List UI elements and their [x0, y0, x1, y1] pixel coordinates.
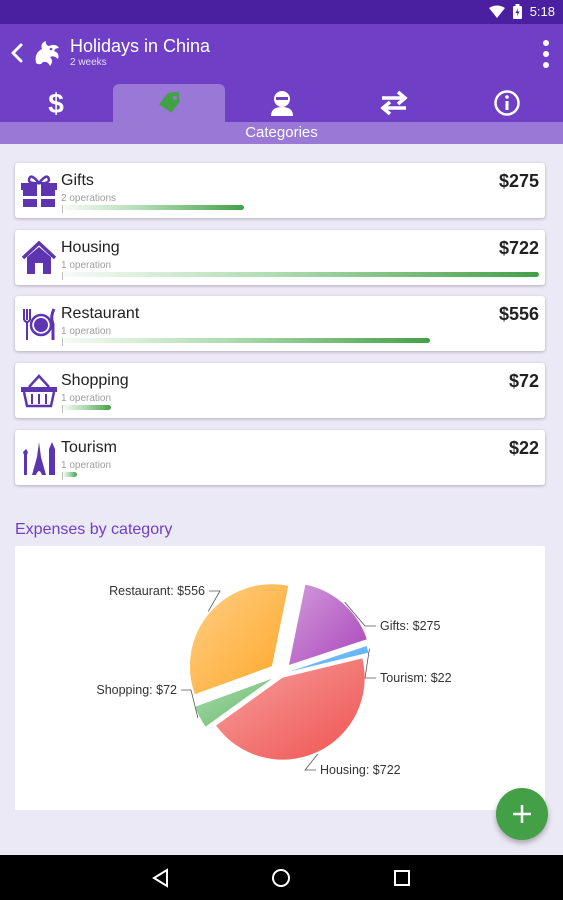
tab-people[interactable] — [226, 84, 338, 122]
progress-tick — [62, 272, 63, 280]
dragon-logo-icon — [35, 41, 59, 66]
info-icon — [494, 90, 520, 116]
pie-leader-line — [304, 753, 319, 771]
category-share-fill — [63, 338, 430, 343]
system-nav-bar — [0, 855, 563, 900]
category-name: Gifts — [61, 172, 94, 189]
category-name: Housing — [61, 239, 120, 256]
progress-tick — [62, 405, 63, 413]
pie-slice-restaurant — [189, 584, 289, 695]
house-icon — [21, 240, 57, 274]
app-subtitle: 2 weeks — [70, 57, 107, 68]
category-share-bar — [63, 338, 539, 344]
category-share-bar — [63, 472, 539, 478]
back-arrow-icon[interactable] — [6, 40, 28, 66]
category-card-shopping[interactable]: Shopping 1 operation $72 — [15, 363, 545, 418]
active-tab-label: Categories — [0, 122, 563, 144]
tab-transfers[interactable] — [338, 84, 450, 122]
category-share-fill — [63, 205, 244, 210]
tab-expenses[interactable]: $ — [0, 84, 112, 122]
category-operations: 1 operation — [61, 393, 112, 404]
tag-icon — [159, 91, 180, 113]
wifi-icon — [488, 5, 505, 18]
pie-leader-line — [344, 601, 376, 627]
landmarks-icon — [23, 442, 55, 475]
category-amount: $722 — [498, 238, 539, 258]
add-expense-button[interactable] — [496, 788, 548, 840]
category-amount: $22 — [508, 438, 539, 458]
pie-label-housing: Housing: $722 — [320, 763, 401, 777]
category-card-restaurant[interactable]: Restaurant 1 operation $556 — [15, 296, 545, 351]
pie-chart-card: Restaurant: $556 Gifts: $275 Tourism: $22 H… — [15, 546, 545, 810]
progress-tick — [62, 338, 63, 346]
pie-slice-shopping — [195, 678, 273, 727]
category-share-bar — [63, 205, 539, 211]
person-icon — [271, 91, 293, 116]
status-time: 5:18 — [529, 4, 555, 19]
category-share-bar — [63, 272, 539, 278]
pie-label-restaurant: Restaurant: $556 — [109, 584, 205, 598]
nav-recents-icon[interactable] — [391, 867, 413, 889]
category-card-housing[interactable]: Housing 1 operation $722 — [15, 230, 545, 285]
pie-slice-housing — [216, 658, 365, 760]
category-name: Restaurant — [61, 305, 140, 322]
tab-info[interactable] — [451, 84, 563, 122]
app-bar: Holidays in China 2 weeks — [0, 24, 563, 84]
category-card-gifts[interactable]: Gifts 2 operations $275 — [15, 163, 545, 218]
overflow-menu-icon[interactable] — [541, 38, 551, 70]
pie-leader-line — [364, 648, 376, 679]
expenses-pie-chart: Restaurant: $556 Gifts: $275 Tourism: $22 H… — [96, 584, 452, 777]
category-share-bar — [63, 405, 539, 411]
tab-row: $ — [0, 84, 563, 122]
category-card-tourism[interactable]: Tourism 1 operation $22 — [15, 430, 545, 485]
category-share-fill — [63, 272, 539, 277]
category-name: Tourism — [61, 439, 118, 456]
plus-icon — [513, 805, 531, 823]
pie-label-gifts: Gifts: $275 — [380, 619, 440, 633]
pie-label-shopping: Shopping: $72 — [96, 683, 177, 697]
status-bar: 5:18 — [0, 0, 563, 24]
battery-icon — [512, 4, 522, 19]
progress-tick — [62, 205, 63, 213]
category-amount: $72 — [508, 371, 539, 391]
category-operations: 1 operation — [61, 326, 112, 337]
category-operations: 1 operation — [61, 260, 112, 271]
pie-leader-line — [181, 689, 199, 719]
category-amount: $275 — [498, 171, 539, 191]
nav-home-icon[interactable] — [270, 867, 292, 889]
category-operations: 2 operations — [61, 193, 117, 204]
category-amount: $556 — [498, 304, 539, 324]
pie-slice-tourism — [288, 645, 369, 672]
nav-back-icon[interactable] — [150, 867, 172, 889]
category-share-fill — [63, 405, 111, 410]
plate-cutlery-icon — [23, 308, 56, 340]
svg-text:$: $ — [48, 88, 64, 118]
pie-slice-gifts — [288, 584, 367, 666]
tab-categories[interactable] — [113, 84, 225, 122]
category-operations: 1 operation — [61, 460, 112, 471]
pie-leader-line — [207, 590, 221, 612]
dollar-icon: $ — [48, 88, 64, 118]
chart-section-title: Expenses by category — [15, 521, 173, 538]
shopping-basket-icon — [21, 374, 57, 408]
app-title: Holidays in China — [70, 36, 211, 56]
pie-label-tourism: Tourism: $22 — [380, 671, 452, 685]
category-name: Shopping — [61, 372, 129, 389]
category-share-fill — [63, 472, 78, 477]
transfer-arrows-icon — [380, 90, 408, 116]
gift-icon — [21, 175, 57, 207]
progress-tick — [62, 472, 63, 480]
